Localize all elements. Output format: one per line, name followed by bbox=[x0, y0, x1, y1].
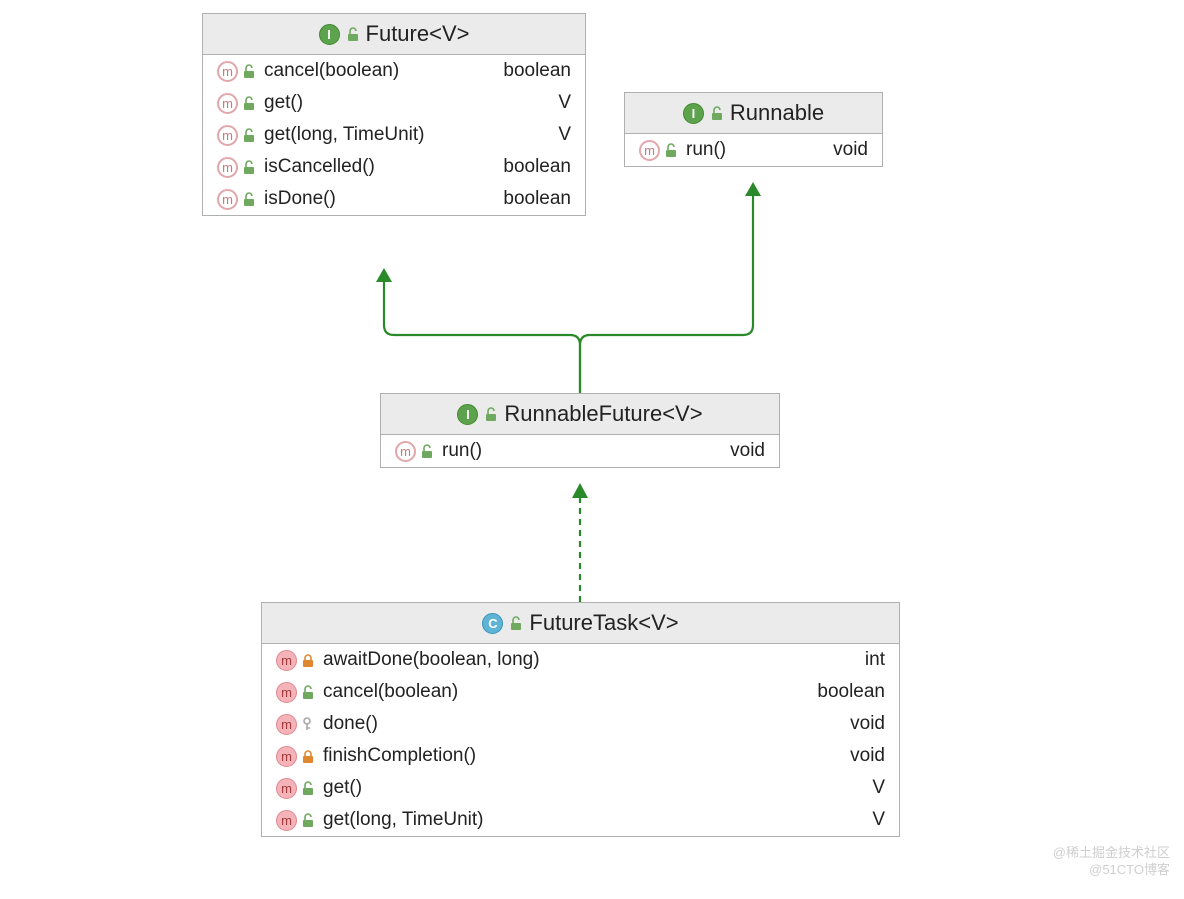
method-signature: run() bbox=[682, 139, 829, 161]
class-box-futuretask: C FutureTask<V> m awaitDone(boolean, long… bbox=[261, 602, 900, 837]
interface-badge-icon: I bbox=[319, 24, 340, 45]
class-box-future: I Future<V> mcancel(boolean)boolean mget… bbox=[202, 13, 586, 216]
method-badge-icon: m bbox=[276, 714, 297, 735]
unlock-icon bbox=[242, 192, 256, 206]
unlock-icon bbox=[301, 781, 315, 795]
method-return: V bbox=[872, 777, 885, 799]
method-return: boolean bbox=[503, 60, 571, 82]
unlock-icon bbox=[509, 616, 523, 630]
class-title: Runnable bbox=[730, 100, 824, 126]
method-signature: run() bbox=[438, 440, 726, 462]
class-header: I Runnable bbox=[625, 93, 882, 134]
edge-rf-to-runnable bbox=[580, 196, 753, 393]
method-row: m done()void bbox=[262, 708, 899, 740]
class-header: C FutureTask<V> bbox=[262, 603, 899, 644]
method-badge-icon: m bbox=[276, 778, 297, 799]
method-signature: awaitDone(boolean, long) bbox=[319, 649, 861, 671]
unlock-icon bbox=[484, 407, 498, 421]
interface-badge-icon: I bbox=[457, 404, 478, 425]
method-row: m finishCompletion()void bbox=[262, 740, 899, 772]
class-badge-icon: C bbox=[482, 613, 503, 634]
method-signature: cancel(boolean) bbox=[319, 681, 813, 703]
class-header: I Future<V> bbox=[203, 14, 585, 55]
unlock-icon bbox=[301, 813, 315, 827]
method-badge-icon: m bbox=[276, 746, 297, 767]
method-signature: get() bbox=[319, 777, 868, 799]
watermark: @稀土掘金技术社区 @51CTO博客 bbox=[1053, 845, 1170, 879]
method-return: boolean bbox=[817, 681, 885, 703]
unlock-icon bbox=[242, 160, 256, 174]
method-row: m run()void bbox=[625, 134, 882, 166]
edge-rf-to-future bbox=[384, 282, 580, 393]
key-icon bbox=[301, 717, 315, 731]
method-row: m isDone()boolean bbox=[203, 183, 585, 215]
class-box-runnablefuture: I RunnableFuture<V> m run()void bbox=[380, 393, 780, 468]
method-return: void bbox=[730, 440, 765, 462]
lock-icon bbox=[301, 749, 315, 763]
unlock-icon bbox=[242, 128, 256, 142]
method-signature: done() bbox=[319, 713, 846, 735]
method-row: m get()V bbox=[203, 87, 585, 119]
class-title: FutureTask<V> bbox=[529, 610, 678, 636]
methods-list: mcancel(boolean)boolean mget()V mget(lon… bbox=[203, 55, 585, 215]
unlock-icon bbox=[242, 96, 256, 110]
method-signature: get(long, TimeUnit) bbox=[319, 809, 868, 831]
interface-badge-icon: I bbox=[683, 103, 704, 124]
method-row: m isCancelled()boolean bbox=[203, 151, 585, 183]
method-badge-icon: m bbox=[217, 189, 238, 210]
method-signature: isDone() bbox=[260, 188, 499, 210]
method-badge-icon: m bbox=[217, 61, 238, 82]
method-signature: isCancelled() bbox=[260, 156, 499, 178]
class-header: I RunnableFuture<V> bbox=[381, 394, 779, 435]
method-return: void bbox=[850, 713, 885, 735]
method-signature: get(long, TimeUnit) bbox=[260, 124, 554, 146]
method-row: m get()V bbox=[262, 772, 899, 804]
unlock-icon bbox=[242, 64, 256, 78]
method-badge-icon: m bbox=[217, 93, 238, 114]
unlock-icon bbox=[664, 143, 678, 157]
watermark-line2: @51CTO博客 bbox=[1053, 862, 1170, 879]
method-badge-icon: m bbox=[395, 441, 416, 462]
method-badge-icon: m bbox=[276, 810, 297, 831]
method-row: m cancel(boolean)boolean bbox=[203, 55, 585, 87]
method-signature: get() bbox=[260, 92, 554, 114]
method-signature: cancel(boolean) bbox=[260, 60, 499, 82]
unlock-icon bbox=[346, 27, 360, 41]
unlock-icon bbox=[301, 685, 315, 699]
class-title: RunnableFuture<V> bbox=[504, 401, 702, 427]
method-badge-icon: m bbox=[276, 650, 297, 671]
method-badge-icon: m bbox=[276, 682, 297, 703]
method-return: V bbox=[558, 92, 571, 114]
method-row: m get(long, TimeUnit)V bbox=[203, 119, 585, 151]
lock-icon bbox=[301, 653, 315, 667]
method-badge-icon: m bbox=[639, 140, 660, 161]
method-row: m cancel(boolean)boolean bbox=[262, 676, 899, 708]
method-return: void bbox=[850, 745, 885, 767]
method-badge-icon: m bbox=[217, 125, 238, 146]
method-return: boolean bbox=[503, 156, 571, 178]
method-row: m awaitDone(boolean, long)int bbox=[262, 644, 899, 676]
method-return: V bbox=[558, 124, 571, 146]
unlock-icon bbox=[710, 106, 724, 120]
method-return: int bbox=[865, 649, 885, 671]
method-badge-icon: m bbox=[217, 157, 238, 178]
method-row: m get(long, TimeUnit)V bbox=[262, 804, 899, 836]
method-return: void bbox=[833, 139, 868, 161]
unlock-icon bbox=[420, 444, 434, 458]
watermark-line1: @稀土掘金技术社区 bbox=[1053, 845, 1170, 862]
method-return: V bbox=[872, 809, 885, 831]
class-title: Future<V> bbox=[366, 21, 470, 47]
method-signature: finishCompletion() bbox=[319, 745, 846, 767]
method-return: boolean bbox=[503, 188, 571, 210]
method-row: m run()void bbox=[381, 435, 779, 467]
class-box-runnable: I Runnable m run()void bbox=[624, 92, 883, 167]
